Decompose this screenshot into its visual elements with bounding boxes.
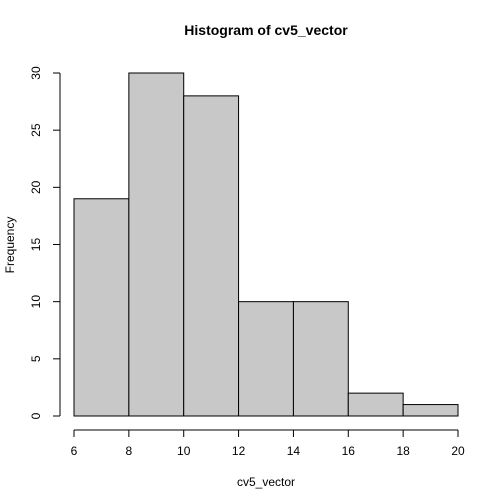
y-tick-label-5: 25 (29, 123, 43, 137)
x-tick-label-7: 20 (451, 444, 465, 458)
x-axis: 6 8 10 12 14 16 18 20 (71, 429, 465, 458)
y-axis: 0 5 10 15 20 25 30 (29, 66, 61, 419)
y-tick-label-6: 30 (29, 66, 43, 80)
x-tick-label-2: 10 (177, 444, 191, 458)
histogram-bar-6 (402, 404, 459, 417)
x-axis-label: cv5_vector (237, 475, 295, 489)
chart-title: Histogram of cv5_vector (184, 22, 348, 38)
x-tick-label-3: 12 (232, 444, 246, 458)
y-tick-label-2: 10 (29, 295, 43, 309)
histogram-bar-5 (347, 392, 404, 417)
y-tick-label-0: 0 (29, 412, 43, 419)
y-tick-label-3: 15 (29, 238, 43, 252)
x-tick-label-1: 8 (126, 444, 133, 458)
x-tick-label-5: 16 (342, 444, 356, 458)
bars-group (73, 72, 459, 417)
y-tick-label-1: 5 (29, 355, 43, 362)
histogram-bar-1 (128, 72, 185, 417)
x-tick-label-6: 18 (396, 444, 410, 458)
x-tick-label-4: 14 (287, 444, 301, 458)
histogram-bar-0 (73, 198, 130, 417)
histogram-bar-4 (292, 301, 349, 417)
y-axis-label: Frequency (3, 217, 17, 274)
histogram-bar-3 (238, 301, 294, 417)
y-tick-label-4: 20 (29, 180, 43, 194)
histogram-bar-2 (183, 95, 240, 417)
x-tick-label-0: 6 (71, 444, 78, 458)
